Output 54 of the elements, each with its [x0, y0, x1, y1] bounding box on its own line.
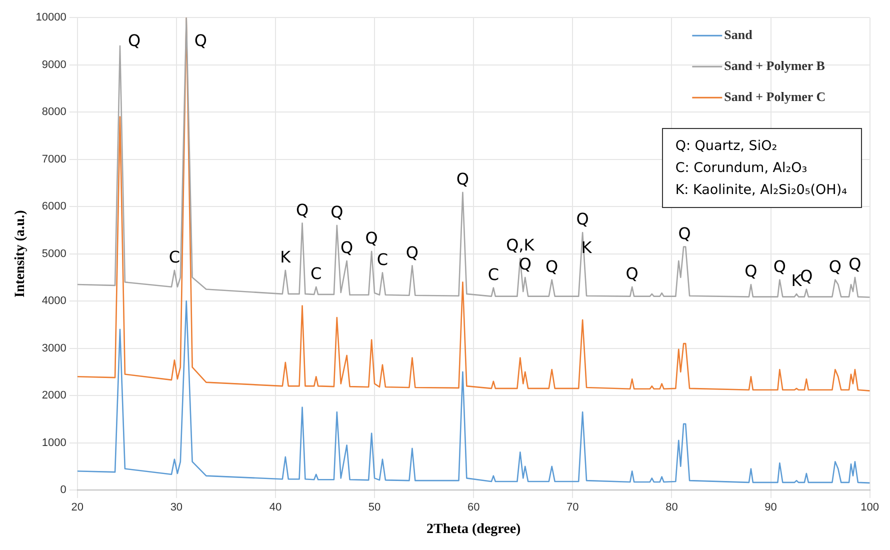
x-axis-title: 2Theta (degree)	[426, 522, 522, 538]
annotation: Q	[406, 242, 418, 262]
x-tick-label: 100	[860, 502, 880, 514]
annotation: Q	[330, 202, 344, 222]
legend-label: Sand + Polymer B	[724, 58, 826, 73]
x-tick-label: 90	[764, 502, 777, 514]
annotation: Q	[848, 254, 862, 274]
y-tick-label: 8000	[42, 106, 66, 118]
y-tick-label: 7000	[42, 153, 66, 166]
annotation: Q	[546, 256, 558, 276]
annotation: K	[581, 238, 592, 258]
annotation: Q: Quartz, SiO₂	[675, 137, 778, 156]
annotation: Q	[365, 228, 378, 248]
annotation: C	[488, 264, 500, 284]
y-tick-label: 9000	[42, 58, 66, 71]
annotation: Q	[800, 266, 813, 286]
annotation: Q	[518, 254, 532, 274]
annotation: Q	[194, 30, 207, 50]
annotation: Q	[678, 224, 691, 243]
x-tick-label: 80	[666, 502, 678, 514]
y-axis-title: Intensity (a.u.)	[13, 210, 28, 298]
annotation: Q	[828, 256, 842, 276]
annotation: Q	[340, 238, 354, 258]
annotation: Q	[128, 30, 141, 50]
legend-label: Sand	[724, 26, 754, 42]
x-tick-label: 70	[566, 502, 579, 514]
y-tick-label: 3000	[42, 342, 66, 354]
x-tick-label: 40	[269, 502, 282, 514]
annotation: K	[280, 247, 292, 266]
annotation: C: Corundum, Al₂O₃	[675, 159, 808, 178]
x-tick-label: 60	[467, 502, 480, 514]
y-tick-label: 10000	[36, 12, 66, 24]
annotation: K: Kaolinite, Al₂Si₂0₅(OH)₄	[675, 181, 847, 200]
y-tick-label: 0	[60, 484, 66, 496]
annotation: Q	[576, 210, 589, 229]
annotation: K	[791, 271, 802, 290]
y-tick-label: 4000	[42, 295, 66, 308]
annotation: C	[376, 250, 388, 269]
annotation: Q	[744, 262, 758, 281]
legend-label: Sand + Polymer C	[724, 88, 826, 104]
x-tick-label: 30	[170, 502, 183, 514]
x-tick-label: 20	[71, 502, 84, 514]
annotation: Q	[626, 264, 638, 284]
annotation: Q	[773, 256, 786, 276]
annotation: Q	[456, 170, 470, 189]
annotation: C	[168, 247, 180, 266]
annotation: Q,K	[506, 236, 535, 255]
annotation: C	[310, 264, 322, 284]
y-tick-label: 5000	[42, 248, 66, 260]
y-tick-label: 2000	[42, 390, 66, 402]
y-tick-label: 6000	[42, 200, 66, 213]
x-tick-label: 50	[368, 502, 381, 514]
y-tick-label: 1000	[42, 436, 66, 449]
annotation: Q	[296, 200, 309, 220]
